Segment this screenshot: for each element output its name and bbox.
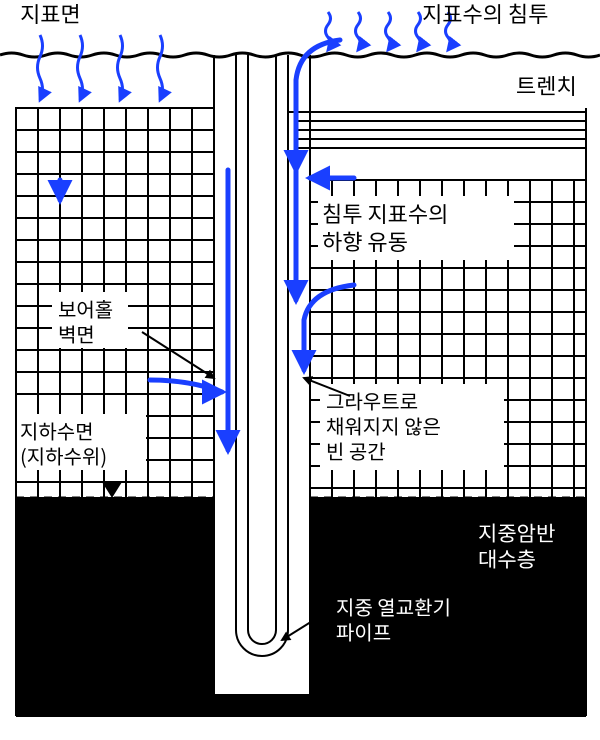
diagram-canvas: 지표면 지표수의 침투 트렌치 침투 지표수의 하향 유동 보어홀 벽면 지하수…: [0, 0, 600, 740]
label-borehole-wall: 보어홀 벽면: [58, 296, 113, 346]
label-bedrock-aquifer: 지중암반 대수층: [478, 520, 555, 573]
label-groundwater-level: 지하수면 (지하수위): [20, 418, 107, 468]
diagram-svg: [0, 0, 600, 740]
label-surface-infiltration: 지표수의 침투: [422, 0, 548, 28]
label-ground-surface: 지표면: [20, 0, 81, 28]
label-unfilled-grout: 그라우트로 채워지지 않은 빈 공간: [326, 388, 441, 463]
label-downward-flow: 침투 지표수의 하향 유동: [322, 200, 448, 255]
label-trench: 트렌치: [516, 72, 577, 100]
label-heat-exchanger-pipe: 지중 열교환기 파이프: [336, 594, 451, 644]
